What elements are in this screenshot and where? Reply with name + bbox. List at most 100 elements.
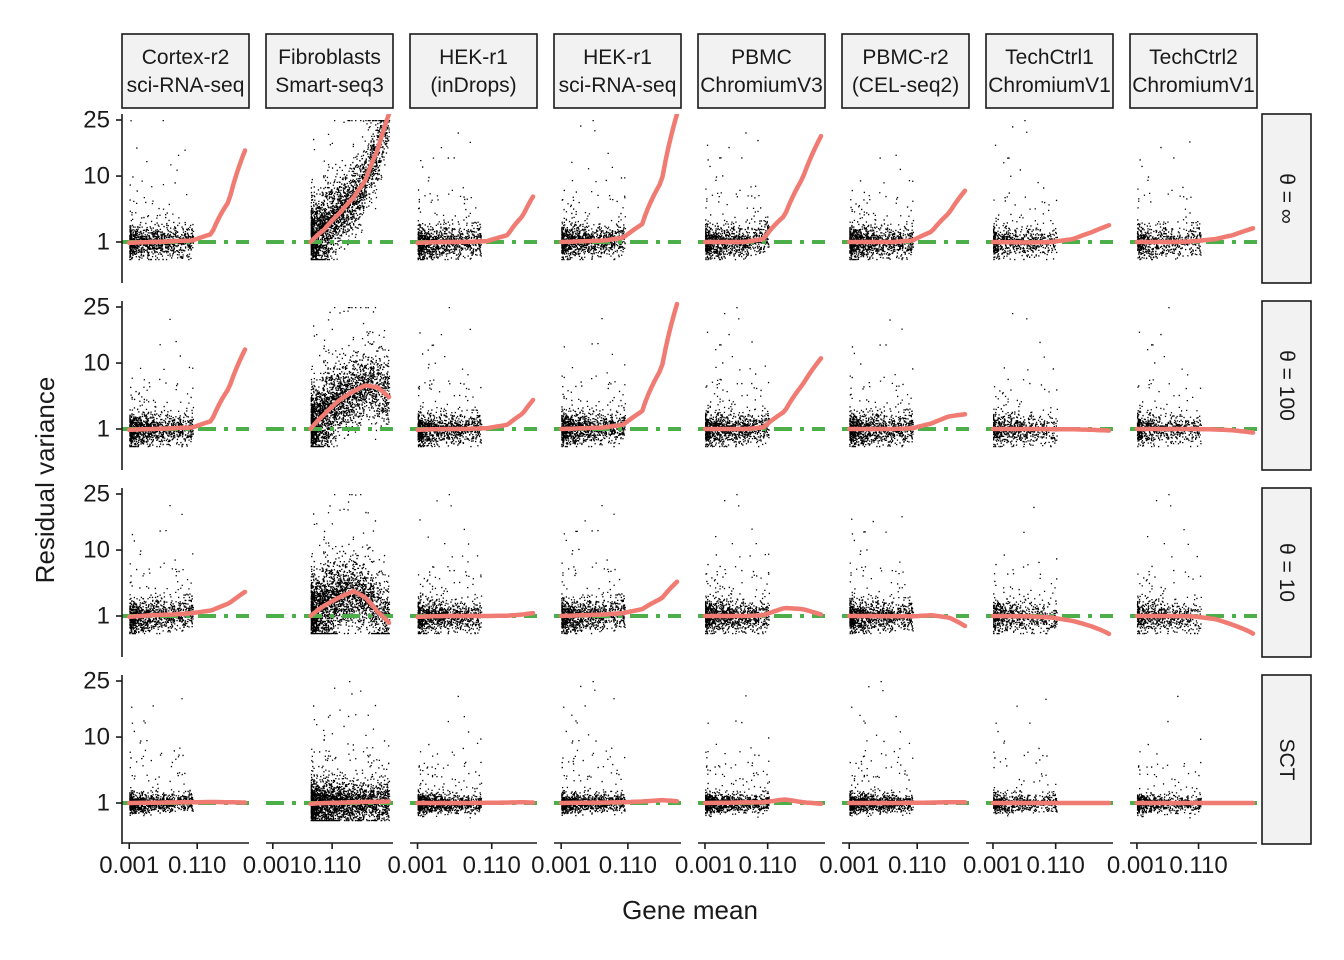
y-tick-label: 10 — [83, 537, 110, 564]
x-tick-label: 0.001 — [819, 852, 879, 879]
facet-panel — [842, 516, 969, 635]
fit-curve — [415, 397, 536, 433]
facet-panel — [410, 695, 537, 819]
scatter-points — [1136, 307, 1202, 448]
row-strip-label: SCT — [1275, 739, 1298, 781]
x-tick-label: 0.110 — [599, 852, 657, 879]
fit-curve — [990, 613, 1112, 637]
fit-curve — [126, 148, 248, 246]
facet-panel — [698, 307, 825, 448]
column-strip: HEK-r1 (inDrops) — [409, 33, 538, 109]
x-tick-label: 0.110 — [739, 852, 797, 879]
column-strip-label-line2: Smart-seq3 — [275, 74, 384, 97]
fit-curve — [702, 797, 824, 807]
facet-panels — [122, 114, 1257, 822]
x-tick-label: 0.110 — [463, 852, 521, 879]
y-axis: 1 10 25 — [83, 481, 123, 657]
scatter-points — [129, 698, 195, 817]
fit-curve — [308, 383, 392, 432]
facet-panel — [842, 154, 969, 261]
x-axis: 0.001 0.110 — [963, 842, 1113, 879]
y-axis-title: Residual variance — [30, 377, 60, 584]
facet-panel — [1130, 695, 1257, 819]
y-axis: 1 10 25 — [83, 294, 123, 470]
x-axis: 0.001 0.110 — [99, 842, 249, 879]
facet-panel — [266, 114, 393, 261]
x-tick-label: 0.001 — [99, 852, 159, 879]
column-strip-label-line2: sci-RNA-seq — [127, 74, 245, 97]
fit-curve — [415, 194, 536, 246]
facet-panel — [986, 313, 1113, 448]
column-strip-label-line1: PBMC-r2 — [862, 46, 948, 69]
y-tick-label: 1 — [97, 790, 110, 817]
fit-curve — [990, 222, 1112, 245]
row-strip-box — [1261, 300, 1312, 471]
row-strip-label: θ = ∞ — [1275, 173, 1298, 224]
fit-curve — [126, 589, 248, 620]
scatter-points — [705, 695, 770, 818]
column-strip-label-line1: Cortex-r2 — [142, 46, 230, 69]
facet-panel — [266, 494, 393, 635]
facet-panel — [410, 494, 537, 635]
facet-panel — [986, 506, 1113, 637]
facet-panel — [554, 114, 681, 261]
x-tick-label: 0.110 — [1027, 852, 1085, 879]
facet-panel — [554, 505, 681, 635]
fit-curve — [308, 799, 392, 807]
column-strips: Cortex-r2 sci-RNA-seq Fibroblasts Smart-seq… — [121, 33, 1258, 109]
x-tick-label: 0.110 — [303, 852, 361, 879]
row-strip-box — [1261, 674, 1312, 845]
fit-curve — [558, 301, 680, 432]
fit-curve — [702, 133, 824, 245]
fit-curve — [1134, 226, 1256, 245]
y-tick-label: 25 — [83, 294, 110, 321]
x-axis-title: Gene mean — [622, 895, 758, 925]
x-axis: 0.001 0.110 — [819, 842, 969, 879]
fit-curve — [1134, 613, 1256, 636]
column-strip: TechCtrl2 ChromiumV1 — [1129, 33, 1258, 109]
x-tick-label: 0.110 — [1169, 852, 1227, 879]
scatter-points — [417, 494, 483, 635]
fit-curve — [558, 114, 680, 245]
facet-panel — [410, 132, 537, 261]
column-strip-label-line2: ChromiumV3 — [700, 74, 823, 97]
facet-panel — [1130, 307, 1257, 448]
fit-curve — [126, 347, 248, 433]
x-tick-label: 0.001 — [387, 852, 447, 879]
x-axis: 0.001 0.110 — [531, 842, 681, 879]
y-tick-label: 10 — [83, 724, 110, 751]
scatter-points — [849, 154, 915, 261]
scatter-points — [993, 120, 1058, 261]
fit-curve — [558, 797, 680, 806]
column-strip-label-line2: sci-RNA-seq — [559, 74, 677, 97]
row-strip-label: θ = 10 — [1275, 543, 1298, 602]
x-tick-label: 0.110 — [168, 852, 226, 879]
y-axis: 1 10 25 — [83, 107, 123, 283]
facet-panel — [122, 318, 249, 448]
facet-panel — [842, 319, 969, 448]
y-axis: 1 10 25 — [83, 668, 123, 844]
row-strip: θ = 100 — [1261, 300, 1312, 471]
fit-curve — [415, 800, 536, 806]
column-strip-label-line1: Fibroblasts — [278, 46, 381, 69]
scatter-points — [561, 120, 627, 261]
scatter-points — [417, 307, 483, 448]
column-strip: HEK-r1 sci-RNA-seq — [553, 33, 682, 109]
y-tick-label: 10 — [83, 350, 110, 377]
scatter-points — [561, 681, 627, 817]
fit-curve — [846, 412, 968, 432]
scatter-points — [310, 681, 391, 822]
facet-panel — [986, 698, 1113, 817]
facet-panel — [986, 120, 1113, 261]
scatter-points — [310, 120, 391, 261]
column-strip-label-line1: PBMC — [731, 46, 792, 69]
facet-panel — [266, 307, 393, 448]
facet-panel — [1130, 494, 1257, 636]
fit-curve — [990, 426, 1112, 433]
column-strip: PBMC-r2 (CEL-seq2) — [841, 33, 970, 109]
scatter-points — [705, 132, 770, 261]
row-strip-box — [1261, 113, 1312, 284]
x-tick-label: 0.001 — [1107, 852, 1167, 879]
scatter-points — [129, 120, 195, 261]
